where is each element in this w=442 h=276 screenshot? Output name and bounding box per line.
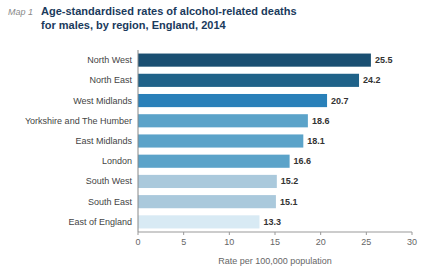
x-tick <box>229 232 230 235</box>
x-tick <box>138 232 139 235</box>
bars <box>138 54 371 229</box>
x-tick-label: 5 <box>181 237 186 247</box>
category-label: South West <box>86 176 133 186</box>
x-tick-label: 0 <box>135 237 140 247</box>
x-tick-label: 30 <box>407 237 417 247</box>
annotation: Map 1 <box>8 7 33 17</box>
category-label: Yorkshire and The Humber <box>25 116 132 126</box>
bar <box>138 215 259 228</box>
title: Age-standardised rates of alcohol-relate… <box>41 5 297 31</box>
bar <box>138 94 327 107</box>
category-label: East of England <box>68 217 132 227</box>
x-tick <box>275 232 276 235</box>
data-label: 13.3 <box>263 217 281 227</box>
data-label: 16.6 <box>294 156 312 166</box>
y-axis-line <box>138 50 139 232</box>
x-tick-label: 10 <box>224 237 234 247</box>
category-label: South East <box>88 197 133 207</box>
category-label: North East <box>89 75 132 85</box>
title-line: for males, by region, England, 2014 <box>41 19 226 31</box>
title-line: Age-standardised rates of alcohol-relate… <box>41 5 297 17</box>
x-tick <box>320 232 321 235</box>
x-tick-label: 25 <box>361 237 371 247</box>
bar <box>138 134 303 147</box>
x-tick <box>366 232 367 235</box>
x-tick-label: 20 <box>316 237 326 247</box>
data-label: 18.1 <box>307 136 325 146</box>
x-tick <box>412 232 413 235</box>
category-label: London <box>102 156 132 166</box>
data-label: 15.2 <box>281 176 299 186</box>
bar <box>138 195 276 208</box>
x-axis-label: Rate per 100,000 population <box>218 256 332 266</box>
data-label: 20.7 <box>331 96 349 106</box>
category-label: West Midlands <box>73 96 132 106</box>
data-label: 25.5 <box>375 55 393 65</box>
bar <box>138 54 371 67</box>
category-label: East Midlands <box>75 136 132 146</box>
bar <box>138 155 290 168</box>
data-label: 18.6 <box>312 116 330 126</box>
data-label: 15.1 <box>280 197 298 207</box>
x-tick <box>183 232 184 235</box>
data-label: 24.2 <box>363 75 381 85</box>
bar <box>138 114 308 127</box>
bar <box>138 175 277 188</box>
x-tick-label: 15 <box>270 237 280 247</box>
category-label: North West <box>87 55 132 65</box>
bar <box>138 74 359 87</box>
